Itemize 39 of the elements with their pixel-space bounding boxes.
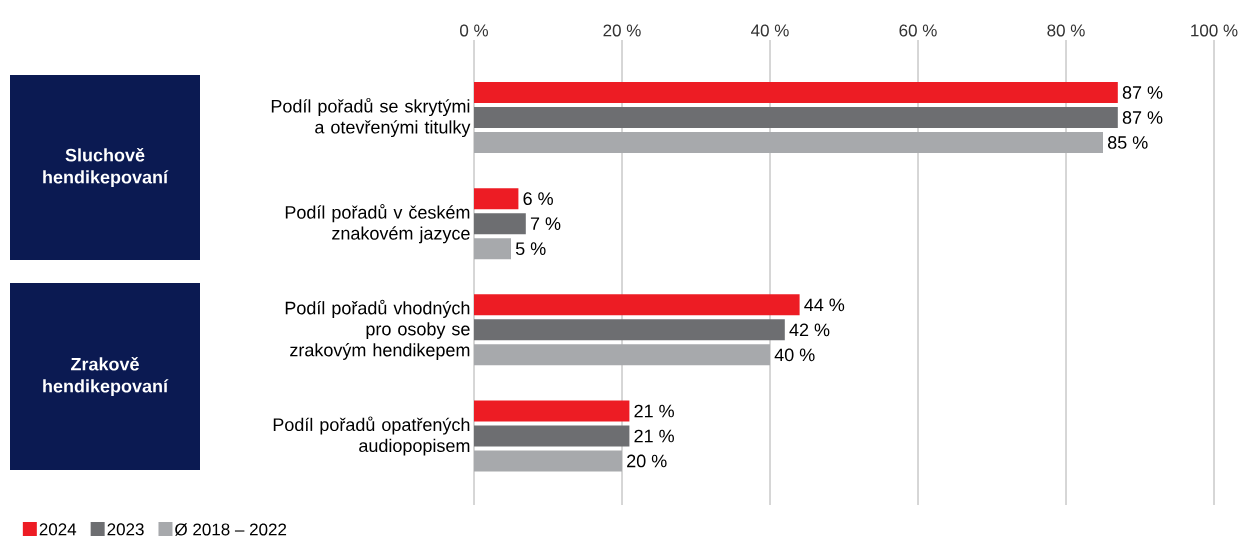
x-tick-label: 80 % <box>1047 24 1085 37</box>
x-tick-label: 60 % <box>899 24 937 37</box>
y-tick-label: Podíl pořadů opatřených audiopopisem <box>273 416 470 456</box>
y-tick-label: Podíl pořadů se skrytými a otevřenými titulky <box>271 97 471 138</box>
data-label: 44 % <box>804 298 845 312</box>
bar <box>474 400 630 422</box>
data-label: 6 % <box>523 192 553 206</box>
legend-label: Ø 2018 – 2022 <box>175 523 287 536</box>
bar <box>474 238 511 260</box>
data-label: 21 % <box>634 404 674 418</box>
bar <box>474 82 1118 103</box>
bar <box>474 450 622 472</box>
bar <box>474 294 800 316</box>
data-label: 85 % <box>1107 136 1148 149</box>
bar <box>474 188 519 210</box>
data-label: 40 % <box>774 348 815 362</box>
bar <box>474 319 785 341</box>
text: Zrakově hendikepovaní <box>43 356 169 397</box>
bar <box>474 213 526 235</box>
data-label: 87 % <box>1122 86 1163 99</box>
x-tick-label: 20 % <box>603 24 641 37</box>
bar <box>474 425 630 447</box>
legend-label: 2024 <box>39 523 77 536</box>
x-tick-label: 0 % <box>460 24 489 37</box>
text: Sluchově hendikepovaní <box>43 147 169 188</box>
y-tick-label: Podíl pořadů v českém znakovém jazyce <box>285 204 470 244</box>
bar <box>474 344 771 366</box>
data-label: 5 % <box>515 242 546 255</box>
data-label: 42 % <box>789 323 830 337</box>
x-tick-label: 100 % <box>1191 24 1238 37</box>
data-label: 7 % <box>530 217 561 230</box>
data-label: 21 % <box>634 429 674 443</box>
bar <box>474 132 1104 153</box>
y-tick-label: Podíl pořadů vhodných pro osoby se zrakovým hendikepem <box>285 299 470 360</box>
bar <box>474 107 1118 128</box>
x-tick-label: 40 % <box>751 24 789 37</box>
legend-label: 2023 <box>107 523 144 536</box>
data-label: 87 % <box>1122 111 1163 124</box>
data-label: 20 % <box>627 454 667 468</box>
